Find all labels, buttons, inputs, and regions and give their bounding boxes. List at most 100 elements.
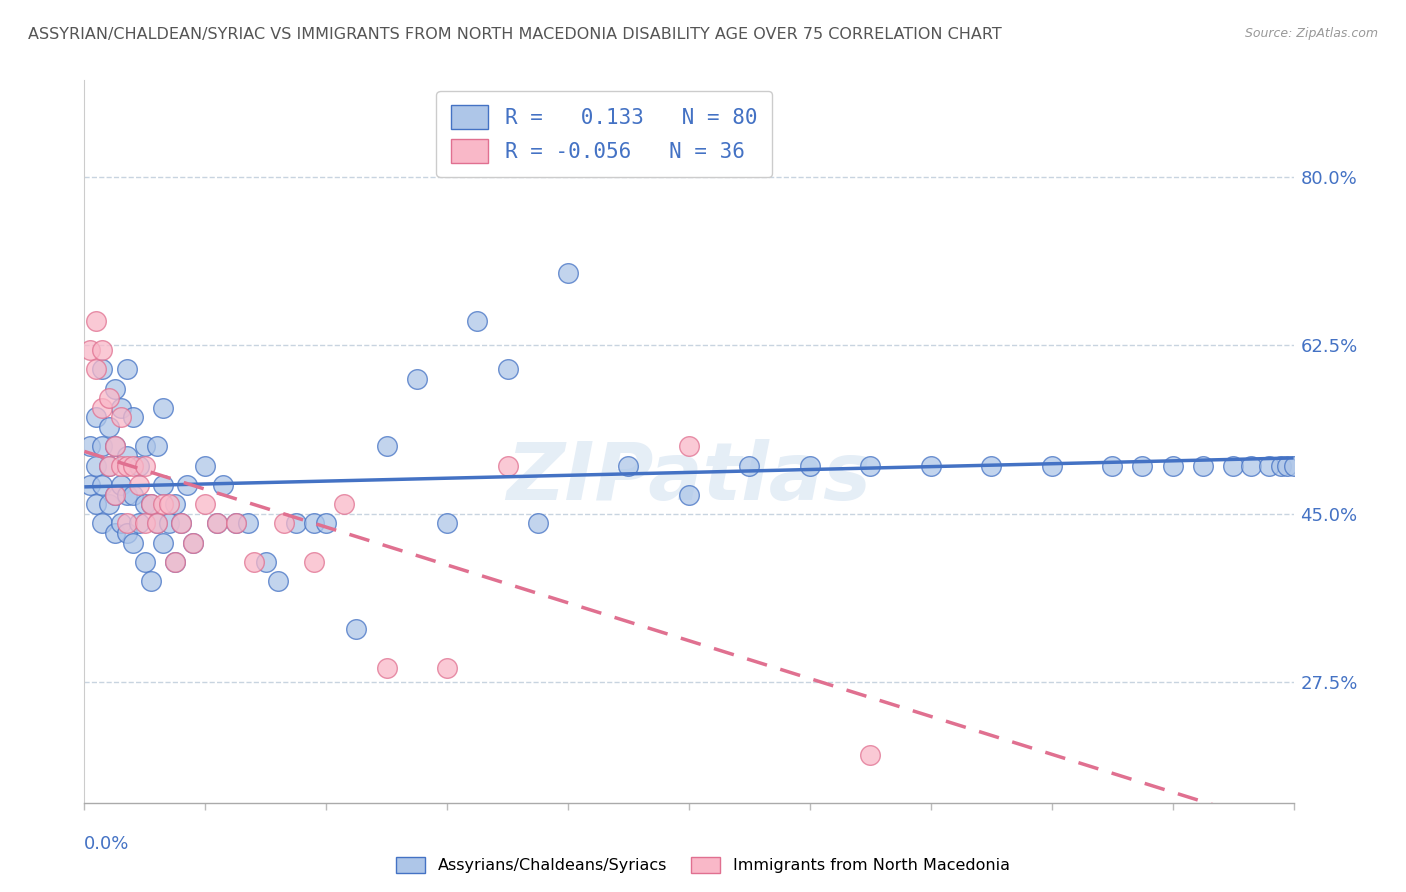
Point <box>134 439 156 453</box>
Point <box>267 574 290 589</box>
Point <box>859 747 882 762</box>
Point <box>104 439 127 453</box>
Point <box>467 314 489 328</box>
Point <box>170 516 193 531</box>
Point <box>134 555 156 569</box>
Point <box>128 458 150 473</box>
Point <box>79 343 101 357</box>
Point <box>110 516 132 531</box>
Point <box>406 372 429 386</box>
Point <box>1282 458 1305 473</box>
Point <box>104 487 127 501</box>
Point <box>194 458 217 473</box>
Point <box>86 497 108 511</box>
Point <box>146 516 169 531</box>
Point <box>346 623 368 637</box>
Point <box>207 516 229 531</box>
Point <box>1161 458 1184 473</box>
Point <box>181 535 204 549</box>
Point <box>110 401 132 415</box>
Point <box>139 497 162 511</box>
Point <box>333 497 356 511</box>
Point <box>285 516 308 531</box>
Point <box>128 478 150 492</box>
Point <box>1277 458 1299 473</box>
Point <box>146 439 169 453</box>
Point <box>236 516 259 531</box>
Point <box>1222 458 1244 473</box>
Point <box>91 516 114 531</box>
Point <box>678 439 700 453</box>
Point <box>165 555 187 569</box>
Point <box>980 458 1002 473</box>
Point <box>110 458 132 473</box>
Point <box>436 516 458 531</box>
Point <box>799 458 821 473</box>
Point <box>97 420 120 434</box>
Point <box>1192 458 1215 473</box>
Point <box>134 458 156 473</box>
Point <box>273 516 295 531</box>
Point <box>115 449 138 463</box>
Point <box>91 401 114 415</box>
Point <box>165 497 187 511</box>
Point <box>176 478 198 492</box>
Text: ZIPatlas: ZIPatlas <box>506 439 872 516</box>
Point <box>496 458 519 473</box>
Point <box>104 487 127 501</box>
Point <box>254 555 277 569</box>
Point <box>678 487 700 501</box>
Point <box>121 535 143 549</box>
Point <box>115 487 138 501</box>
Point <box>194 497 217 511</box>
Point <box>115 362 138 376</box>
Point <box>115 516 138 531</box>
Point <box>86 314 108 328</box>
Point <box>1240 458 1263 473</box>
Point <box>104 382 127 396</box>
Point <box>91 343 114 357</box>
Point <box>104 439 127 453</box>
Point <box>496 362 519 376</box>
Point <box>91 439 114 453</box>
Point <box>1130 458 1153 473</box>
Point <box>152 478 174 492</box>
Point <box>617 458 640 473</box>
Point <box>436 661 458 675</box>
Point <box>375 661 398 675</box>
Point <box>302 555 325 569</box>
Text: Source: ZipAtlas.com: Source: ZipAtlas.com <box>1244 27 1378 40</box>
Point <box>146 516 169 531</box>
Point <box>86 458 108 473</box>
Point <box>302 516 325 531</box>
Point <box>91 478 114 492</box>
Point <box>79 478 101 492</box>
Point <box>97 497 120 511</box>
Point <box>134 497 156 511</box>
Point <box>157 516 180 531</box>
Point <box>920 458 942 473</box>
Point <box>315 516 337 531</box>
Point <box>557 266 579 280</box>
Text: 0.0%: 0.0% <box>84 835 129 854</box>
Point <box>121 410 143 425</box>
Text: ASSYRIAN/CHALDEAN/SYRIAC VS IMMIGRANTS FROM NORTH MACEDONIA DISABILITY AGE OVER : ASSYRIAN/CHALDEAN/SYRIAC VS IMMIGRANTS F… <box>28 27 1002 42</box>
Point <box>115 526 138 541</box>
Point <box>1040 458 1063 473</box>
Point <box>212 478 235 492</box>
Point <box>225 516 247 531</box>
Point <box>1270 458 1292 473</box>
Point <box>242 555 264 569</box>
Point <box>110 478 132 492</box>
Point <box>170 516 193 531</box>
Point <box>152 401 174 415</box>
Point <box>86 362 108 376</box>
Point <box>121 458 143 473</box>
Point <box>527 516 550 531</box>
Point <box>97 458 120 473</box>
Point <box>225 516 247 531</box>
Point <box>207 516 229 531</box>
Point <box>115 458 138 473</box>
Point <box>110 410 132 425</box>
Point <box>104 526 127 541</box>
